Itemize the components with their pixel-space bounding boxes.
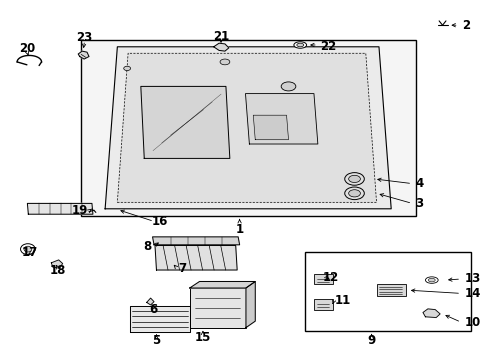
Ellipse shape [427,278,434,282]
Text: 6: 6 [149,303,157,316]
Polygon shape [27,203,93,214]
Polygon shape [141,86,229,158]
Text: 20: 20 [19,42,35,55]
Text: 4: 4 [415,177,423,190]
Text: 10: 10 [464,316,480,329]
Ellipse shape [220,59,229,65]
Ellipse shape [344,187,364,199]
Text: 18: 18 [49,264,66,277]
Ellipse shape [344,172,364,185]
Bar [313,299,332,310]
Text: 22: 22 [320,40,336,53]
Text: 17: 17 [21,246,38,258]
Text: 15: 15 [194,331,211,344]
Text: 9: 9 [367,334,375,347]
Ellipse shape [293,42,306,48]
Ellipse shape [123,66,130,71]
Text: 2: 2 [461,19,469,32]
Bar [189,288,245,328]
Bar [313,274,332,284]
Polygon shape [105,47,390,209]
Polygon shape [155,246,237,270]
Text: 3: 3 [415,197,423,210]
Text: 21: 21 [212,30,229,42]
Polygon shape [213,43,228,51]
Polygon shape [146,298,154,305]
Bar [376,284,405,296]
Text: 19: 19 [72,204,88,217]
Bar [304,252,470,331]
Text: 13: 13 [464,273,480,285]
Text: 7: 7 [178,262,186,275]
Text: 12: 12 [322,271,338,284]
Polygon shape [78,51,89,59]
Text: 11: 11 [334,294,350,307]
Polygon shape [129,306,189,332]
Polygon shape [422,309,439,318]
Ellipse shape [20,244,35,255]
Text: 23: 23 [76,31,93,44]
Polygon shape [245,94,317,144]
Polygon shape [51,260,62,268]
Polygon shape [253,115,288,140]
Text: 1: 1 [235,223,243,236]
Polygon shape [152,237,239,245]
Bar [81,40,415,216]
Ellipse shape [296,43,303,47]
Text: 14: 14 [464,287,480,300]
Text: 8: 8 [143,240,151,253]
Ellipse shape [425,277,437,283]
Polygon shape [117,53,376,202]
Ellipse shape [348,175,360,183]
Ellipse shape [24,246,32,252]
Ellipse shape [348,190,360,197]
Text: 16: 16 [151,215,167,228]
Ellipse shape [281,82,295,91]
Text: 5: 5 [152,334,160,347]
Polygon shape [189,282,255,288]
Polygon shape [245,282,255,328]
